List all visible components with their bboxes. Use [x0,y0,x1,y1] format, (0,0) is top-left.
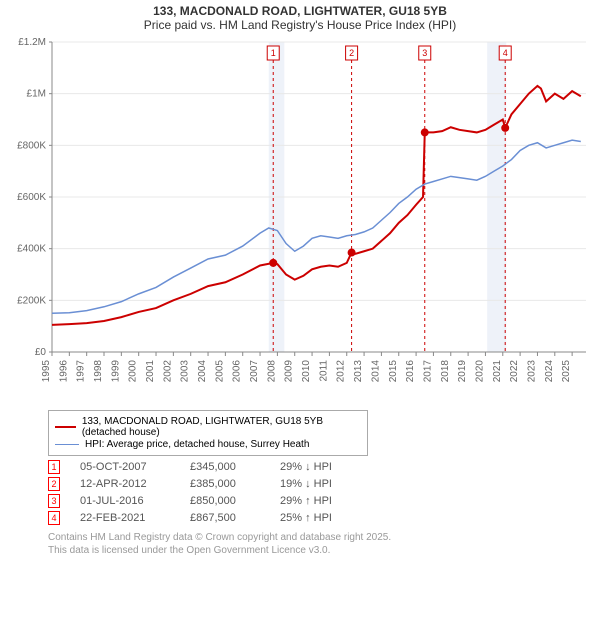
svg-text:2001: 2001 [145,360,156,383]
svg-text:2022: 2022 [509,360,520,383]
svg-text:2007: 2007 [249,360,260,383]
sale-row: 4 22-FEB-2021 £867,500 25% ↑ HPI [48,511,592,525]
sale-delta: 19% ↓ HPI [280,478,360,490]
sale-price: £850,000 [190,495,260,507]
legend: 133, MACDONALD ROAD, LIGHTWATER, GU18 5Y… [48,410,368,456]
svg-text:1999: 1999 [110,360,121,383]
svg-text:£0: £0 [35,347,47,358]
footer-attribution: Contains HM Land Registry data © Crown c… [48,531,592,557]
sale-date: 12-APR-2012 [80,478,170,490]
sale-marker: 2 [48,477,60,491]
sales-table: 1 05-OCT-2007 £345,000 29% ↓ HPI 2 12-APR-201… [48,460,592,525]
sale-price: £867,500 [190,512,260,524]
svg-text:£1M: £1M [27,89,46,100]
svg-text:2006: 2006 [232,360,243,383]
svg-text:1995: 1995 [41,360,52,383]
svg-text:2015: 2015 [388,360,399,383]
svg-text:2023: 2023 [526,360,537,383]
svg-text:2017: 2017 [422,360,433,383]
svg-text:2013: 2013 [353,360,364,383]
svg-text:1996: 1996 [58,360,69,383]
svg-text:2018: 2018 [440,360,451,383]
chart-area: £0 £200K £400K £600K £800K £1M £1.2M 1995 1996 19… [8,36,592,406]
svg-text:2014: 2014 [370,360,381,383]
svg-text:4: 4 [503,48,508,58]
svg-text:2004: 2004 [197,360,208,383]
svg-text:£400K: £400K [17,244,46,255]
svg-text:2: 2 [349,48,354,58]
sale-marker: 1 [48,460,60,474]
svg-text:2003: 2003 [180,360,191,383]
sale-delta: 29% ↓ HPI [280,461,360,473]
svg-text:1: 1 [271,48,276,58]
sale-row: 2 12-APR-2012 £385,000 19% ↓ HPI [48,477,592,491]
svg-text:2002: 2002 [162,360,173,383]
svg-text:2016: 2016 [405,360,416,383]
sale-price: £345,000 [190,461,260,473]
svg-text:2020: 2020 [474,360,485,383]
svg-text:2008: 2008 [266,360,277,383]
svg-text:1997: 1997 [76,360,87,383]
svg-text:2012: 2012 [336,360,347,383]
sale-price: £385,000 [190,478,260,490]
sale-delta: 25% ↑ HPI [280,512,360,524]
svg-text:2024: 2024 [544,360,555,383]
svg-text:2005: 2005 [214,360,225,383]
svg-text:£200K: £200K [17,295,46,306]
chart-title: 133, MACDONALD ROAD, LIGHTWATER, GU18 5Y… [8,4,592,18]
sale-date: 05-OCT-2007 [80,461,170,473]
svg-text:2009: 2009 [284,360,295,383]
sale-marker: 4 [48,511,60,525]
sale-row: 1 05-OCT-2007 £345,000 29% ↓ HPI [48,460,592,474]
legend-item-hpi: HPI: Average price, detached house, Surr… [55,439,361,450]
sale-date: 01-JUL-2016 [80,495,170,507]
svg-text:2010: 2010 [301,360,312,383]
svg-text:£600K: £600K [17,192,46,203]
sale-date: 22-FEB-2021 [80,512,170,524]
svg-text:2021: 2021 [492,360,503,383]
svg-text:£800K: £800K [17,140,46,151]
svg-text:2019: 2019 [457,360,468,383]
svg-text:1998: 1998 [93,360,104,383]
legend-label: 133, MACDONALD ROAD, LIGHTWATER, GU18 5Y… [82,416,361,438]
svg-text:2011: 2011 [318,360,329,382]
svg-text:3: 3 [422,48,427,58]
svg-text:2000: 2000 [128,360,139,383]
sale-marker: 3 [48,494,60,508]
legend-item-property: 133, MACDONALD ROAD, LIGHTWATER, GU18 5Y… [55,416,361,438]
svg-text:£1.2M: £1.2M [18,37,46,48]
sale-delta: 29% ↑ HPI [280,495,360,507]
svg-text:2025: 2025 [561,360,572,383]
sale-row: 3 01-JUL-2016 £850,000 29% ↑ HPI [48,494,592,508]
legend-label: HPI: Average price, detached house, Surr… [85,439,309,450]
chart-subtitle: Price paid vs. HM Land Registry's House … [8,18,592,32]
